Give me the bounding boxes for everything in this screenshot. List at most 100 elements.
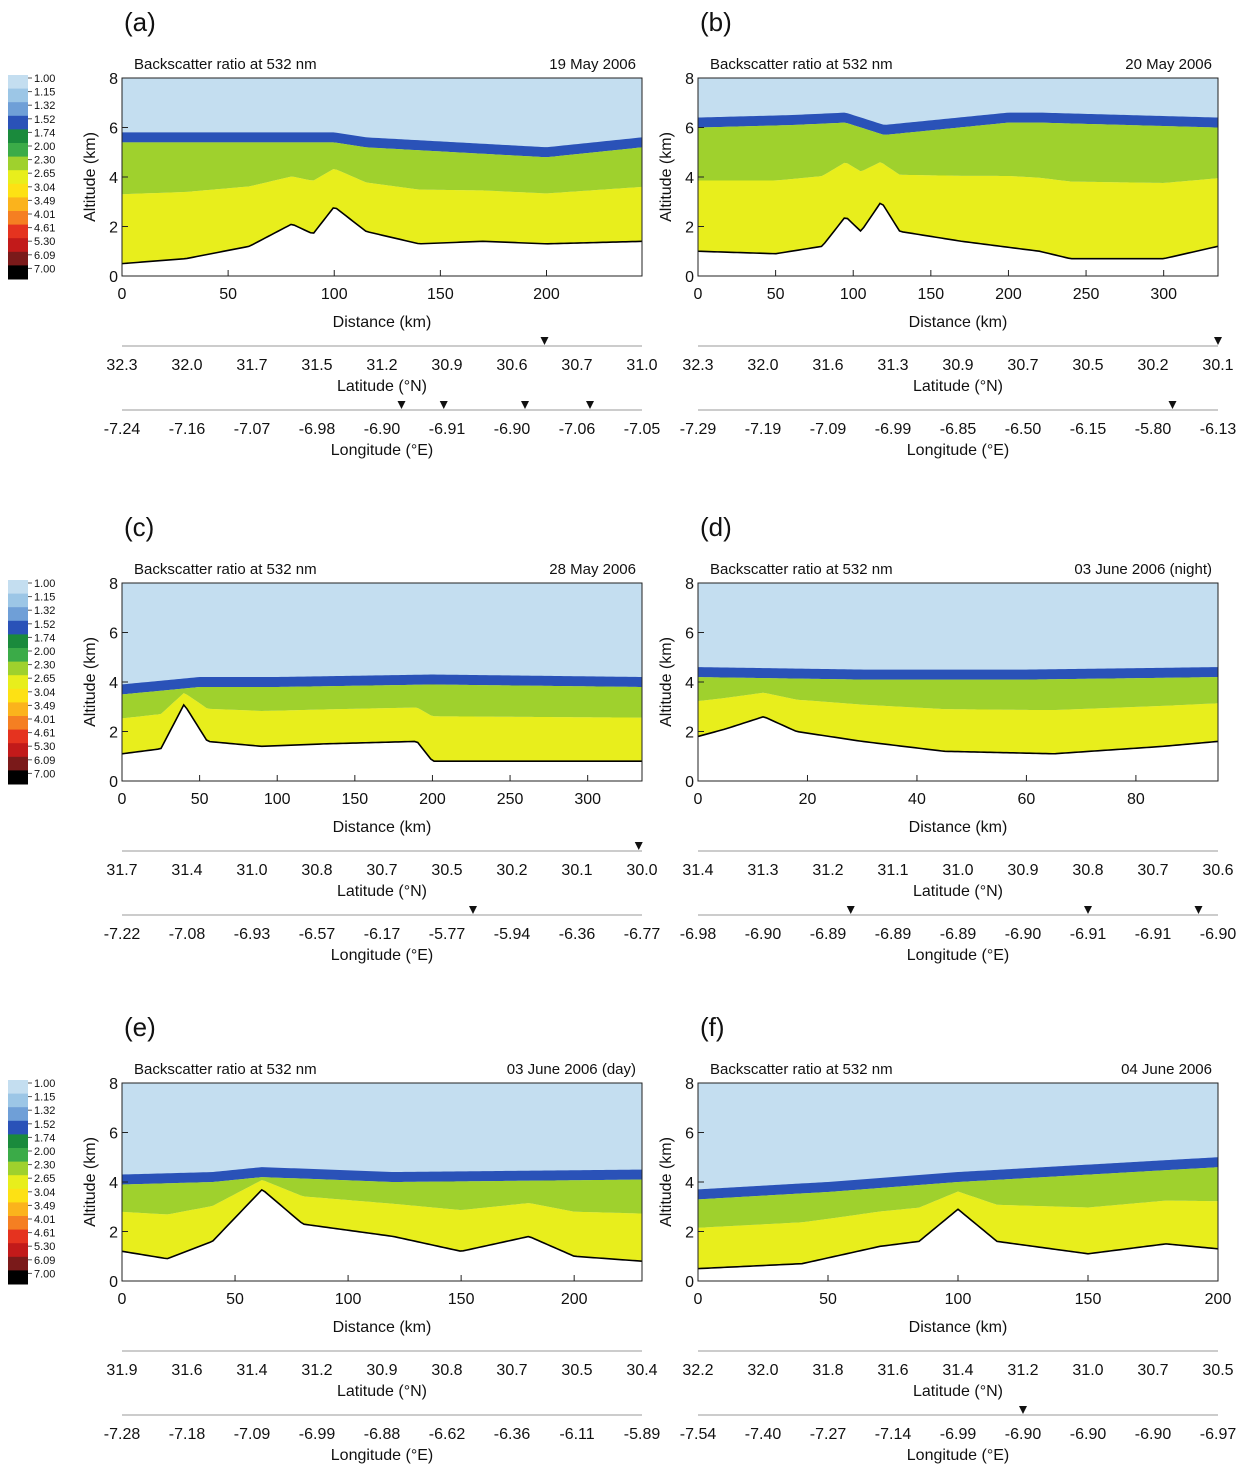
y-tick-label: 6: [109, 626, 118, 643]
latitude-axis: 31.4 31.3 31.2 31.1 31.0 30.9 30.8 30.7 30.6 Lati…: [682, 850, 1234, 900]
latitude-tick-label: 30.9: [1007, 862, 1038, 879]
colorbar: 1.00 1.151.32 1.521.74 2.00 2.302.65 3.043.49…: [8, 1078, 55, 1285]
latitude-tick-label: 32.2: [682, 1362, 713, 1379]
plot-area: [122, 78, 642, 276]
layer-lower: [698, 162, 1218, 259]
panel-label: (c): [124, 512, 154, 542]
latitude-tick-label: 30.6: [1202, 862, 1233, 879]
x-tick-label: 100: [321, 286, 348, 303]
colorbar-swatch: [8, 1134, 28, 1149]
longitude-marker: [1084, 906, 1092, 914]
colorbar-label: 1.52: [34, 114, 55, 126]
colorbar-swatch: [8, 675, 28, 690]
layer-top-band: [698, 112, 1218, 135]
colorbar-swatch: [8, 1202, 28, 1217]
layer-lower: [122, 693, 642, 762]
y-axis-label: Altitude (km): [658, 1137, 675, 1227]
x-tick-label: 150: [427, 286, 454, 303]
colorbar-label: 2.65: [34, 1173, 55, 1185]
longitude-tick-label: -7.27: [810, 1426, 847, 1443]
y-tick-label: 2: [109, 1225, 118, 1242]
y-tick-label: 0: [109, 774, 118, 791]
longitude-tick-label: -6.90: [1005, 926, 1042, 943]
longitude-axis: -7.29 -7.19 -7.09 -6.99 -6.85 -6.50 -6.15 -5.80…: [680, 401, 1237, 459]
colorbar-swatch: [8, 251, 28, 266]
latitude-tick-label: 30.4: [626, 1362, 657, 1379]
layer-top-band: [122, 1167, 642, 1185]
longitude-tick-label: -7.18: [169, 1426, 206, 1443]
longitude-tick-label: -6.90: [1200, 926, 1237, 943]
chart-date: 28 May 2006: [549, 561, 636, 578]
latitude-tick-label: 31.9: [106, 1362, 137, 1379]
x-tick-label: 50: [226, 1291, 244, 1308]
latitude-axis: 32.2 32.0 31.8 31.6 31.4 31.2 31.0 30.7 30.5 Lati…: [682, 1350, 1234, 1400]
x-tick-label: 40: [908, 791, 926, 808]
y-tick-label: 2: [685, 725, 694, 742]
longitude-tick-label: -7.22: [104, 926, 141, 943]
colorbar-label: 1.15: [34, 87, 55, 99]
longitude-tick-label: -6.36: [559, 926, 596, 943]
y-tick-label: 6: [685, 626, 694, 643]
longitude-tick-label: -7.14: [875, 1426, 912, 1443]
y-tick-label: 4: [109, 1175, 118, 1192]
colorbar-swatch: [8, 1120, 28, 1135]
latitude-tick-label: 30.5: [1072, 357, 1103, 374]
longitude-tick-label: -6.13: [1200, 421, 1237, 438]
colorbar-swatch: [8, 115, 28, 130]
x-tick-label: 200: [1205, 1291, 1232, 1308]
colorbar-label: 2.00: [34, 141, 55, 153]
layer-upper: [122, 1177, 642, 1215]
colorbar-label: 1.74: [34, 127, 55, 139]
colorbar-swatch: [8, 770, 28, 785]
longitude-tick-label: -6.98: [680, 926, 717, 943]
longitude-axis: -7.28 -7.18 -7.09 -6.99 -6.88 -6.62 -6.36 -6.11…: [104, 1414, 660, 1464]
longitude-tick-label: -7.07: [234, 421, 271, 438]
x-tick-label: 250: [497, 791, 524, 808]
latitude-tick-label: 30.9: [431, 357, 462, 374]
ground-mask: [698, 203, 1218, 276]
longitude-tick-label: -7.28: [104, 1426, 141, 1443]
panel-label: (e): [124, 1012, 156, 1042]
longitude-tick-label: -6.57: [299, 926, 336, 943]
x-axis-label: Distance (km): [909, 1319, 1008, 1336]
longitude-tick-label: -6.90: [745, 926, 782, 943]
longitude-tick-label: -6.85: [940, 421, 977, 438]
colorbar-swatch: [8, 729, 28, 744]
y-axis-label: Altitude (km): [82, 637, 99, 727]
x-tick-label: 0: [694, 286, 703, 303]
latitude-tick-label: 31.2: [812, 862, 843, 879]
latitude-axis-label: Latitude (°N): [337, 378, 427, 395]
longitude-tick-label: -6.90: [1070, 1426, 1107, 1443]
longitude-tick-label: -6.98: [299, 421, 336, 438]
latitude-tick-label: 32.0: [171, 357, 202, 374]
latitude-axis: 32.3 32.0 31.6 31.3 30.9 30.7 30.5 30.2 30.1 Lati…: [682, 337, 1234, 395]
y-tick-label: 8: [109, 71, 118, 88]
colorbar-swatch: [8, 102, 28, 117]
chart-title: Backscatter ratio at 532 nm: [134, 561, 317, 578]
plot-area: [122, 1083, 642, 1281]
colorbar-swatch: [8, 716, 28, 731]
colorbar-label: 6.09: [34, 755, 55, 767]
colorbar-label: 2.65: [34, 168, 55, 180]
colorbar: 1.00 1.151.32 1.521.74 2.00 2.302.65 3.043.49…: [8, 578, 55, 785]
longitude-tick-label: -5.80: [1135, 421, 1172, 438]
colorbar-label: 1.00: [34, 73, 55, 85]
plot-area: [122, 583, 642, 781]
colorbar-label: 4.61: [34, 1228, 55, 1240]
x-axis-label: Distance (km): [909, 819, 1008, 836]
latitude-tick-label: 30.7: [561, 357, 592, 374]
longitude-tick-label: -6.97: [1200, 1426, 1237, 1443]
colorbar-label: 1.15: [34, 592, 55, 604]
plot-area: [698, 583, 1218, 781]
x-tick-label: 50: [219, 286, 237, 303]
longitude-axis-label: Longitude (°E): [907, 442, 1009, 459]
x-tick-label: 200: [561, 1291, 588, 1308]
longitude-tick-label: -7.06: [559, 421, 596, 438]
colorbar-swatch: [8, 661, 28, 676]
ground-line: [698, 1208, 1218, 1270]
latitude-tick-label: 31.7: [106, 862, 137, 879]
longitude-tick-label: -6.36: [494, 1426, 531, 1443]
y-tick-label: 2: [109, 725, 118, 742]
latitude-tick-label: 31.1: [877, 862, 908, 879]
